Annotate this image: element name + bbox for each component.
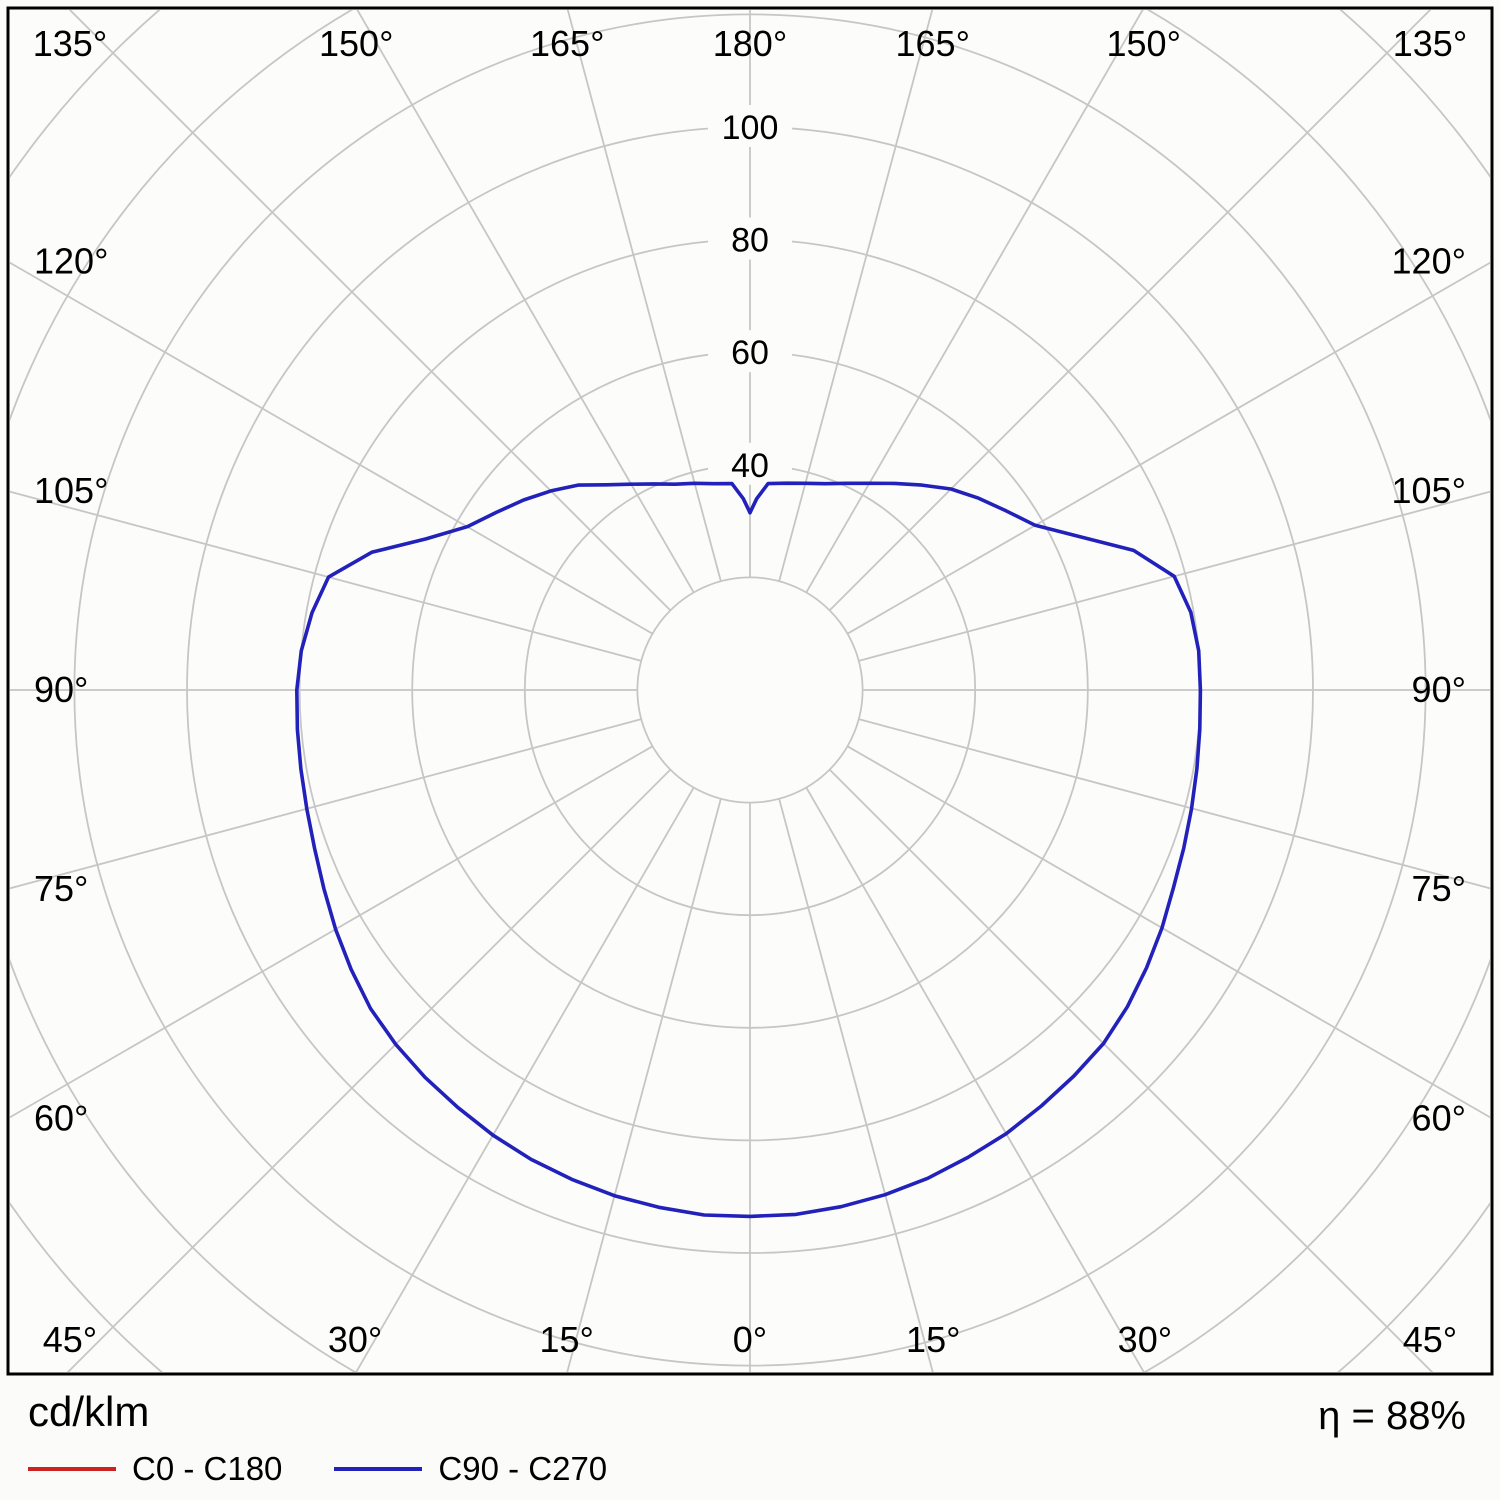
svg-text:180°: 180° — [713, 23, 787, 64]
svg-text:100: 100 — [722, 109, 779, 147]
svg-text:135°: 135° — [33, 23, 107, 64]
svg-text:60°: 60° — [1412, 1097, 1466, 1138]
angle-labels: 0° 15° 15° 30° 30° 45° 45° 60° 60° 75° 75° 90° 90° 10… — [33, 23, 1467, 1360]
svg-text:60: 60 — [731, 334, 769, 372]
svg-text:105°: 105° — [34, 470, 108, 511]
legend-label-c0-c180: C0 - C180 — [132, 1450, 283, 1487]
svg-text:45°: 45° — [1403, 1319, 1457, 1360]
svg-text:15°: 15° — [539, 1319, 593, 1360]
svg-text:80: 80 — [731, 222, 769, 260]
legend: C0 - C180 C90 - C270 — [28, 1450, 659, 1488]
svg-text:75°: 75° — [34, 868, 88, 909]
svg-text:135°: 135° — [1393, 23, 1467, 64]
polar-chart: 40 60 80 100 0° 15° 15° 30° 30° 45° 45° 60° 60° 75° 75… — [6, 6, 1494, 1376]
polar-grid — [10, 10, 1490, 1372]
legend-swatch-blue-line — [334, 1467, 423, 1471]
svg-text:75°: 75° — [1412, 868, 1466, 909]
radial-labels: 40 60 80 100 — [708, 105, 792, 485]
intensity-curve-c90-c270 — [295, 481, 1203, 1219]
legend-label-c90-c270: C90 - C270 — [438, 1450, 608, 1487]
unit-label: cd/klm — [28, 1388, 150, 1435]
svg-text:120°: 120° — [34, 241, 108, 282]
svg-text:90°: 90° — [34, 669, 88, 710]
svg-text:150°: 150° — [1107, 23, 1181, 64]
svg-text:105°: 105° — [1392, 470, 1466, 511]
svg-text:15°: 15° — [906, 1319, 960, 1360]
legend-item-c90-c270: C90 - C270 — [334, 1450, 607, 1488]
svg-text:30°: 30° — [1118, 1319, 1172, 1360]
efficiency-label: η = 88% — [1318, 1394, 1466, 1438]
svg-text:45°: 45° — [43, 1319, 97, 1360]
svg-text:165°: 165° — [896, 23, 970, 64]
svg-text:40: 40 — [731, 447, 769, 485]
svg-text:60°: 60° — [34, 1097, 88, 1138]
svg-text:0°: 0° — [733, 1319, 767, 1360]
svg-text:165°: 165° — [530, 23, 604, 64]
svg-text:120°: 120° — [1392, 241, 1466, 282]
legend-swatch-red-line — [28, 1467, 116, 1471]
svg-text:30°: 30° — [328, 1319, 382, 1360]
svg-text:90°: 90° — [1412, 669, 1466, 710]
legend-item-c0-c180: C0 - C180 — [28, 1450, 282, 1488]
svg-text:150°: 150° — [319, 23, 393, 64]
